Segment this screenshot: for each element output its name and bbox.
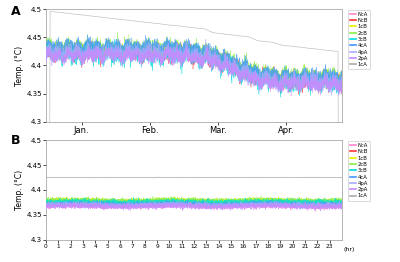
Legend: NcA, NcB, 1cB, 2cB, 3cB, 4cA, 4pA, 2pA, 1cA: NcA, NcB, 1cB, 2cB, 3cB, 4cA, 4pA, 2pA, … — [348, 9, 370, 69]
Y-axis label: Temp. (°C): Temp. (°C) — [14, 170, 24, 210]
Y-axis label: Temp. (°C): Temp. (°C) — [14, 45, 24, 86]
Text: B: B — [10, 134, 20, 147]
Legend: NcA, NcB, 1cB, 2cB, 3cB, 4cA, 4pA, 2pA, 1cA: NcA, NcB, 1cB, 2cB, 3cB, 4cA, 4pA, 2pA, … — [348, 141, 370, 201]
Text: (hr): (hr) — [344, 247, 355, 252]
Text: A: A — [10, 5, 20, 18]
